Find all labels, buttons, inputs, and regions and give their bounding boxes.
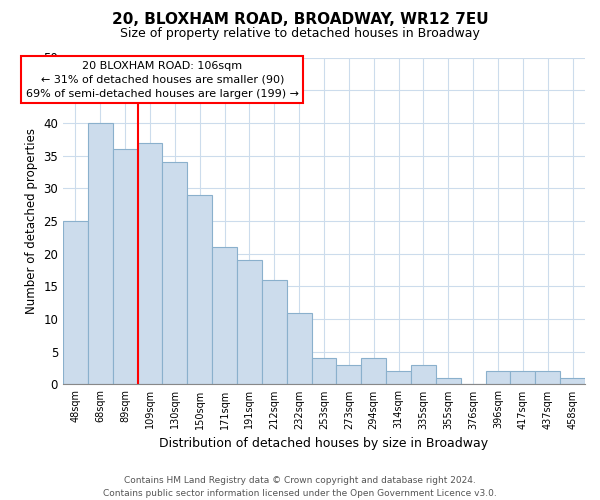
Y-axis label: Number of detached properties: Number of detached properties [25, 128, 38, 314]
Text: 20, BLOXHAM ROAD, BROADWAY, WR12 7EU: 20, BLOXHAM ROAD, BROADWAY, WR12 7EU [112, 12, 488, 28]
Bar [287, 312, 311, 384]
Text: 20 BLOXHAM ROAD: 106sqm
← 31% of detached houses are smaller (90)
69% of semi-de: 20 BLOXHAM ROAD: 106sqm ← 31% of detache… [26, 61, 299, 99]
Bar [113, 149, 137, 384]
Bar [337, 365, 361, 384]
Bar [411, 365, 436, 384]
Bar [436, 378, 461, 384]
Bar [560, 378, 585, 384]
Bar [212, 247, 237, 384]
Bar [163, 162, 187, 384]
Bar [63, 221, 88, 384]
Bar [485, 372, 511, 384]
Bar [535, 372, 560, 384]
Text: Size of property relative to detached houses in Broadway: Size of property relative to detached ho… [120, 28, 480, 40]
Bar [361, 358, 386, 384]
Bar [237, 260, 262, 384]
Text: Contains HM Land Registry data © Crown copyright and database right 2024.
Contai: Contains HM Land Registry data © Crown c… [103, 476, 497, 498]
Bar [187, 195, 212, 384]
Bar [137, 142, 163, 384]
Bar [311, 358, 337, 384]
Bar [386, 372, 411, 384]
X-axis label: Distribution of detached houses by size in Broadway: Distribution of detached houses by size … [160, 437, 488, 450]
Bar [262, 280, 287, 384]
Bar [511, 372, 535, 384]
Bar [88, 123, 113, 384]
